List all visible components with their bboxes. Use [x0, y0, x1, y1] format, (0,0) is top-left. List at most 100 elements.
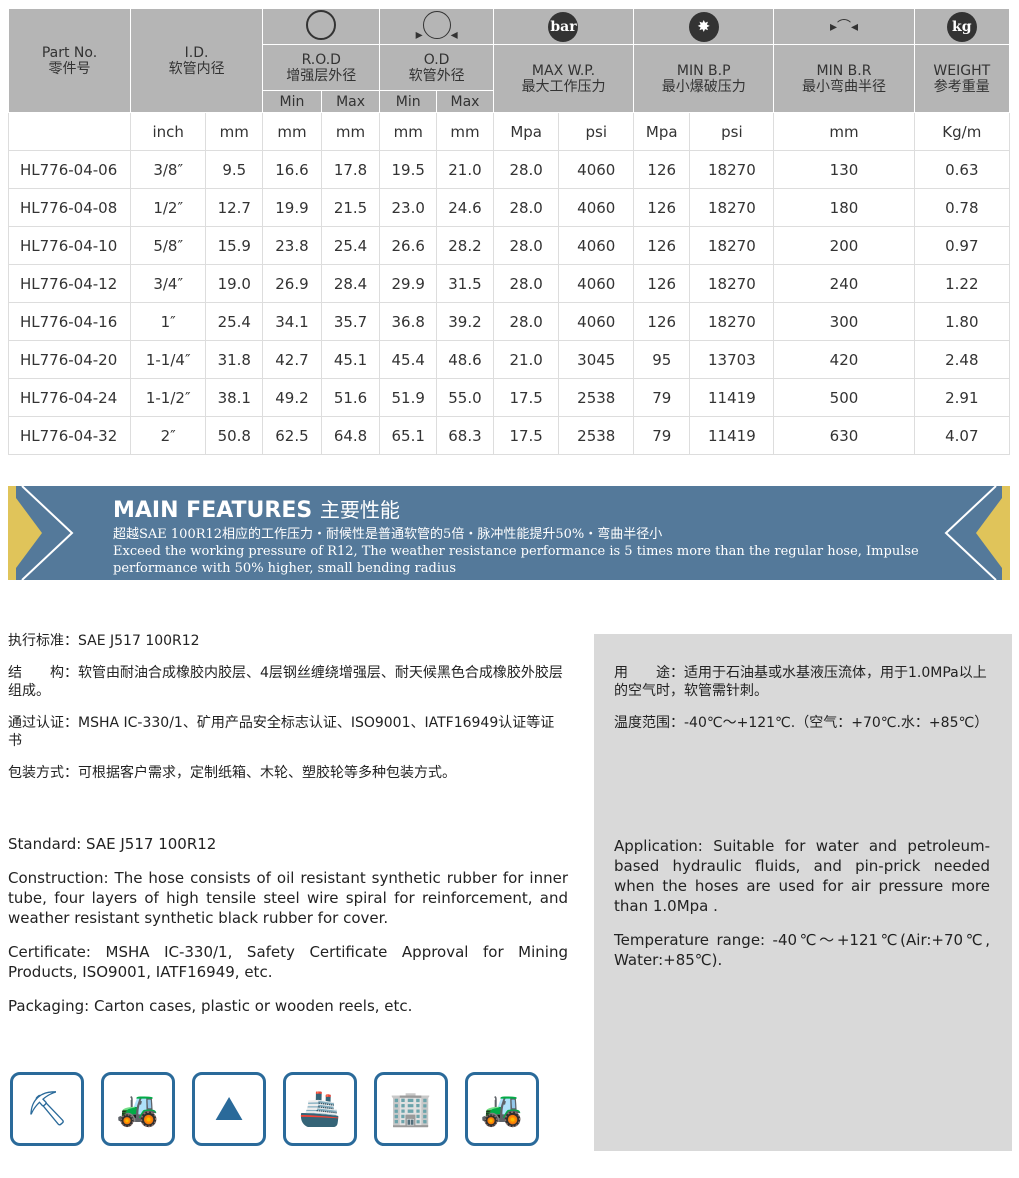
table-row: HL776-04-12 3/4″ 19.0 26.9 28.4 29.9 31.5 28.0 4…: [8, 264, 1011, 303]
table-cell: 42.7: [262, 340, 322, 379]
table-cell: 28.2: [436, 226, 494, 265]
table-cell: 21.0: [436, 150, 494, 189]
table-cell: 1-1/2″: [129, 378, 207, 417]
left-arrow: [16, 498, 42, 568]
table-row: HL776-04-10 5/8″ 15.9 23.8 25.4 26.6 28.2 28.0 4…: [8, 226, 1011, 265]
table-cell: mm: [262, 112, 322, 151]
header-bp: MIN B.P 最小爆破压力: [633, 44, 775, 113]
table-cell: 18270: [689, 188, 775, 227]
certificate-en: Certificate: MSHA IC-330/1, Safety Certi…: [8, 943, 568, 981]
table-cell: 126: [633, 226, 691, 265]
burst-icon: ✸: [633, 8, 775, 45]
table-cell: 13703: [689, 340, 775, 379]
table-cell: 51.6: [320, 378, 381, 417]
table-cell: 65.1: [379, 416, 438, 455]
construction-en: Construction: The hose consists of oil r…: [8, 869, 568, 927]
table-cell: 64.8: [320, 416, 381, 455]
table-cell: 35.7: [320, 302, 381, 341]
table-cell: 23.0: [379, 188, 438, 227]
table-row: HL776-04-16 1″ 25.4 34.1 35.7 36.8 39.2 28.0 406…: [8, 302, 1011, 341]
table-cell: mm: [436, 112, 494, 151]
table-cell: 126: [633, 150, 691, 189]
table-cell: 18270: [689, 302, 775, 341]
table-cell: HL776-04-12: [8, 264, 131, 303]
standard-en: Standard: SAE J517 100R12: [8, 835, 217, 853]
table-cell: 17.8: [320, 150, 381, 189]
table-cell: 11419: [689, 416, 775, 455]
table-cell: mm: [379, 112, 438, 151]
table-cell: 130: [773, 150, 915, 189]
table-cell: 50.8: [205, 416, 264, 455]
table-cell: 31.8: [205, 340, 264, 379]
mining-truck-icon: ⛰: [192, 1072, 266, 1146]
table-cell: 26.6: [379, 226, 438, 265]
excavator-icon: ⛏: [10, 1072, 84, 1146]
table-cell: 17.5: [492, 416, 560, 455]
table-row: HL776-04-08 1/2″ 12.7 19.9 21.5 23.0 24.6 28.0 4…: [8, 188, 1011, 227]
header-max: Max: [436, 90, 494, 113]
table-cell: 1-1/4″: [129, 340, 207, 379]
table-cell: 17.5: [492, 378, 560, 417]
table-cell: 4060: [558, 264, 635, 303]
table-cell: psi: [558, 112, 635, 151]
table-cell: 630: [773, 416, 915, 455]
table-cell: 1.22: [913, 264, 1011, 303]
table-cell: 21.5: [320, 188, 381, 227]
od-icon: ▸ ◂: [379, 8, 494, 45]
table-cell: 0.78: [913, 188, 1011, 227]
table-cell: 28.0: [492, 264, 560, 303]
table-cell: 51.9: [379, 378, 438, 417]
spec-table: Part No. 零件号 I.D. 软管内径 ▸ ◂ bar ✸ ▸⌒◂ kg R.O…: [8, 8, 1011, 455]
table-cell: 4060: [558, 302, 635, 341]
certificate-cn: 通过认证：MSHA IC-330/1、矿用产品安全标志认证、ISO9001、IA…: [8, 715, 555, 749]
table-cell: 25.4: [205, 302, 264, 341]
table-cell: 21.0: [492, 340, 560, 379]
specs-right-panel: 用 途：适用于石油基或水基液压流体，用于1.0MPa以上的空气时，软管需针刺。 …: [594, 634, 1012, 1151]
table-cell: 28.4: [320, 264, 381, 303]
header-weight: WEIGHT 参考重量: [913, 44, 1011, 113]
table-cell: 38.1: [205, 378, 264, 417]
table-cell: 3/8″: [129, 150, 207, 189]
table-cell: 29.9: [379, 264, 438, 303]
header-wp: MAX W.P. 最大工作压力: [492, 44, 635, 113]
table-cell: 68.3: [436, 416, 494, 455]
table-cell: 23.8: [262, 226, 322, 265]
table-cell: 2.48: [913, 340, 1011, 379]
table-cell: 28.0: [492, 188, 560, 227]
table-cell: 18270: [689, 150, 775, 189]
table-cell: 126: [633, 302, 691, 341]
table-cell: 420: [773, 340, 915, 379]
table-cell: 79: [633, 416, 691, 455]
table-cell: 39.2: [436, 302, 494, 341]
table-cell: 28.0: [492, 150, 560, 189]
header-part-no: Part No. 零件号: [8, 8, 131, 113]
application-en: Application: Suitable for water and petr…: [614, 837, 990, 915]
table-cell: 79: [633, 378, 691, 417]
table-cell: 19.9: [262, 188, 322, 227]
table-cell: 126: [633, 264, 691, 303]
table-cell: 12.7: [205, 188, 264, 227]
application-cn: 用 途：适用于石油基或水基液压流体，用于1.0MPa以上的空气时，软管需针刺。: [614, 665, 987, 699]
header-od: O.D 软管外径: [379, 44, 494, 91]
table-cell: 15.9: [205, 226, 264, 265]
loader-icon: 🚜: [101, 1072, 175, 1146]
rod-icon: [262, 8, 381, 45]
table-cell: 49.2: [262, 378, 322, 417]
table-cell: 31.5: [436, 264, 494, 303]
table-cell: 36.8: [379, 302, 438, 341]
table-cell: 2″: [129, 416, 207, 455]
right-arrow: [976, 498, 1002, 568]
table-cell: 180: [773, 188, 915, 227]
packaging-cn: 包装方式：可根据客户需求，定制纸箱、木轮、塑胶轮等多种包装方式。: [8, 765, 456, 781]
table-cell: 3045: [558, 340, 635, 379]
table-cell: 25.4: [320, 226, 381, 265]
table-cell: 19.0: [205, 264, 264, 303]
table-cell: HL776-04-32: [8, 416, 131, 455]
header-br: MIN B.R 最小弯曲半径: [773, 44, 915, 113]
table-cell: 126: [633, 188, 691, 227]
table-cell: 4060: [558, 188, 635, 227]
banner-subtitle: 超越SAE 100R12相应的工作压力・耐候性是普通软管的5倍・脉冲性能提升50…: [113, 527, 919, 576]
table-cell: 28.0: [492, 302, 560, 341]
table-cell: 5/8″: [129, 226, 207, 265]
left-chevron: [8, 486, 16, 580]
